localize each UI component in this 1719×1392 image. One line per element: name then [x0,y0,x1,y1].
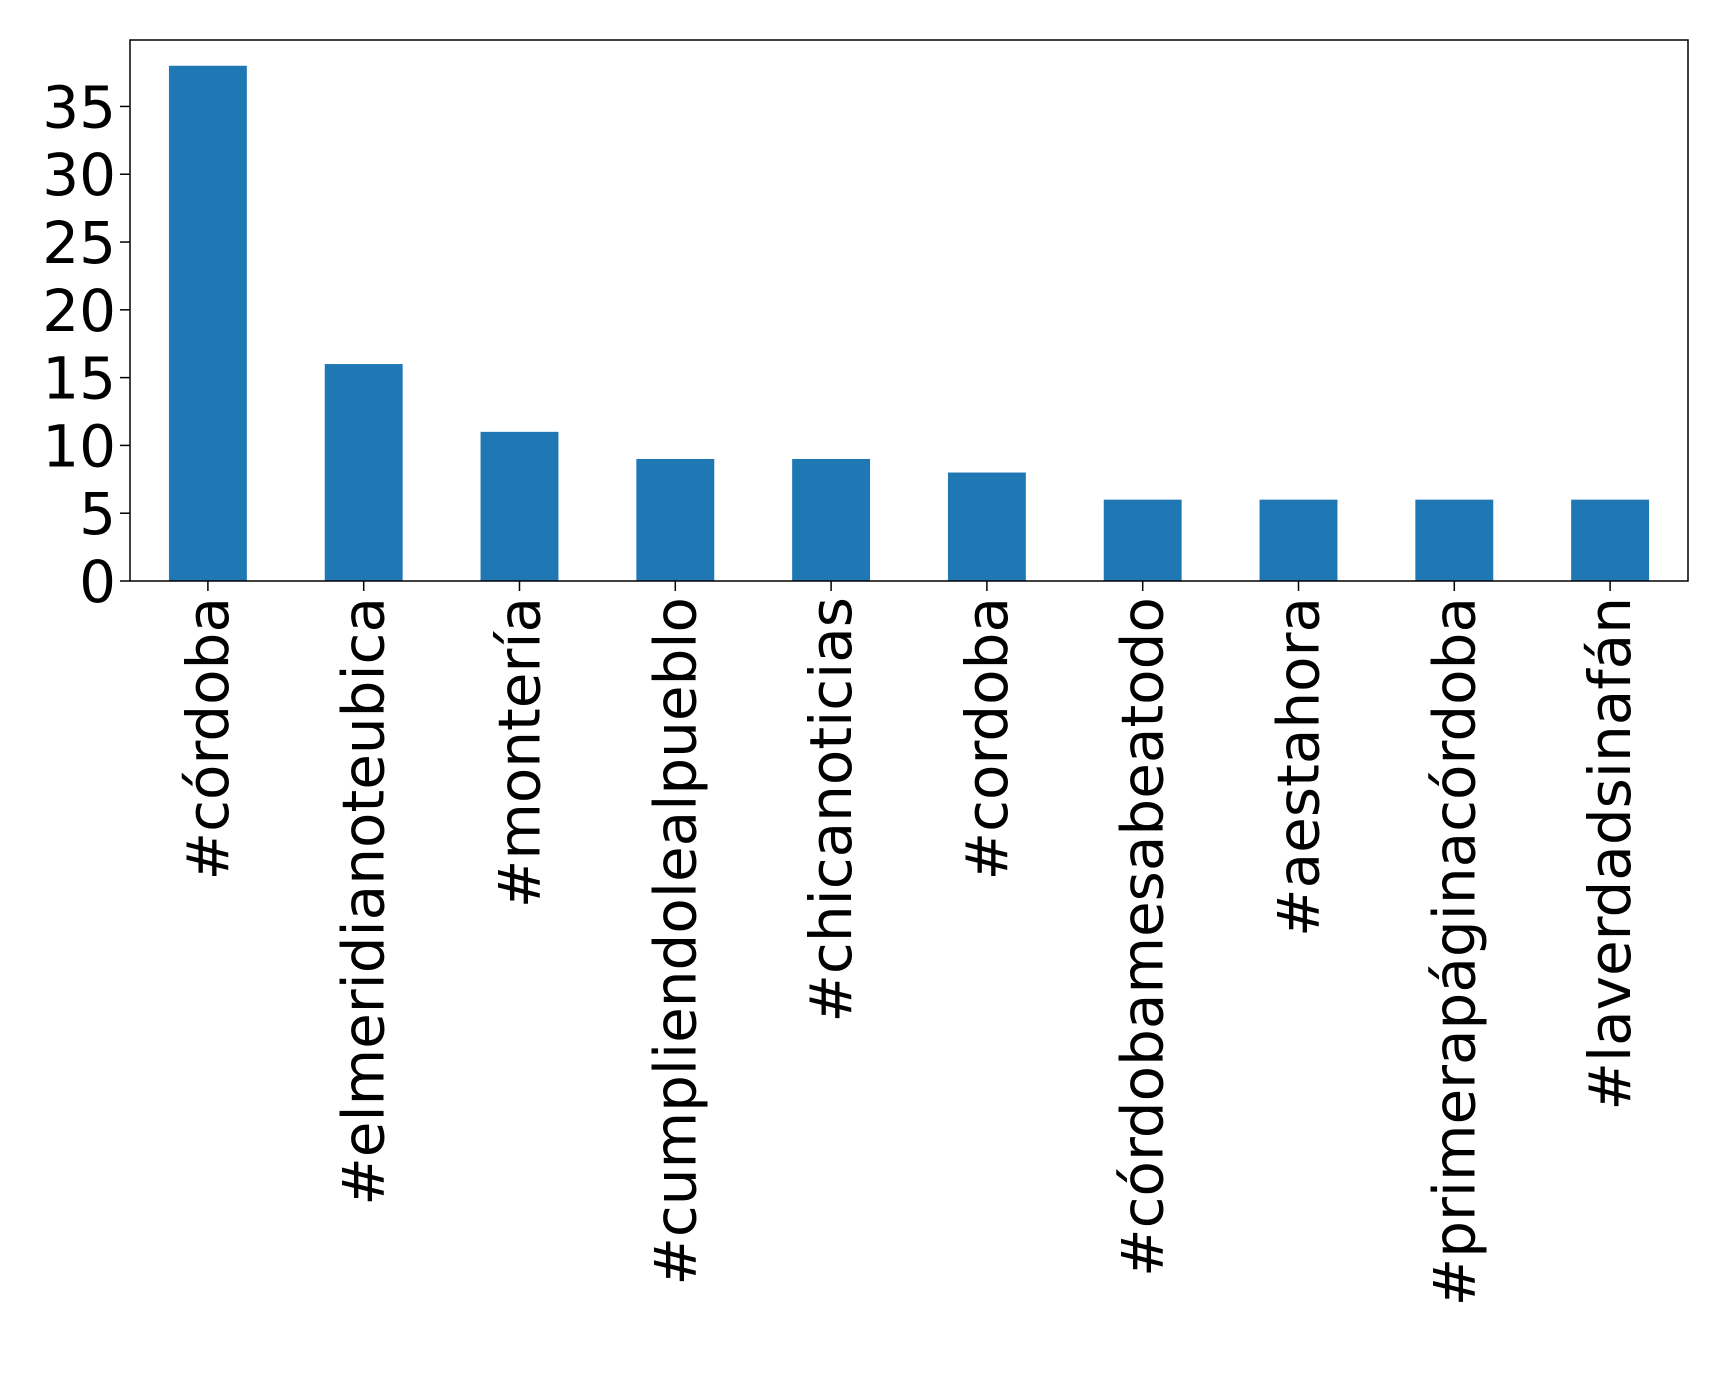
bar [947,472,1026,581]
bar [324,364,403,581]
bar [1259,499,1338,581]
x-axis: #córdoba #elmeridianoteubica #montería #cum… [174,581,1644,1306]
bar [792,458,871,581]
x-tick-label: #cordoba [953,597,1021,880]
x-tick-label: #chicanoticias [797,597,865,1023]
bar [1571,499,1650,581]
y-tick-label: 10 [42,412,116,480]
x-tick-label: #elmeridianoteubica [330,597,398,1206]
y-tick-label: 25 [42,209,116,277]
bar [1103,499,1182,581]
y-tick-label: 5 [79,480,116,548]
y-tick-label: 20 [42,277,116,345]
x-tick-label: #córdobamesabeatodo [1109,597,1177,1277]
x-tick-label: #córdoba [174,597,242,880]
y-tick-label: 35 [42,73,116,141]
y-tick-label: 30 [42,141,116,209]
bar [480,431,559,581]
x-tick-label: #primerapáginacórdoba [1420,597,1488,1306]
x-tick-label: #laverdadsinafán [1576,597,1644,1111]
y-tick-label: 15 [42,345,116,413]
x-tick-label: #aestahora [1265,597,1333,937]
bar [168,65,247,581]
y-tick-label: 0 [79,548,116,616]
bar [636,458,715,581]
bars-layer [168,65,1650,581]
x-tick-label: #montería [486,597,554,908]
x-tick-label: #cumpliendolealpueblo [641,597,709,1286]
bar [1415,499,1494,581]
